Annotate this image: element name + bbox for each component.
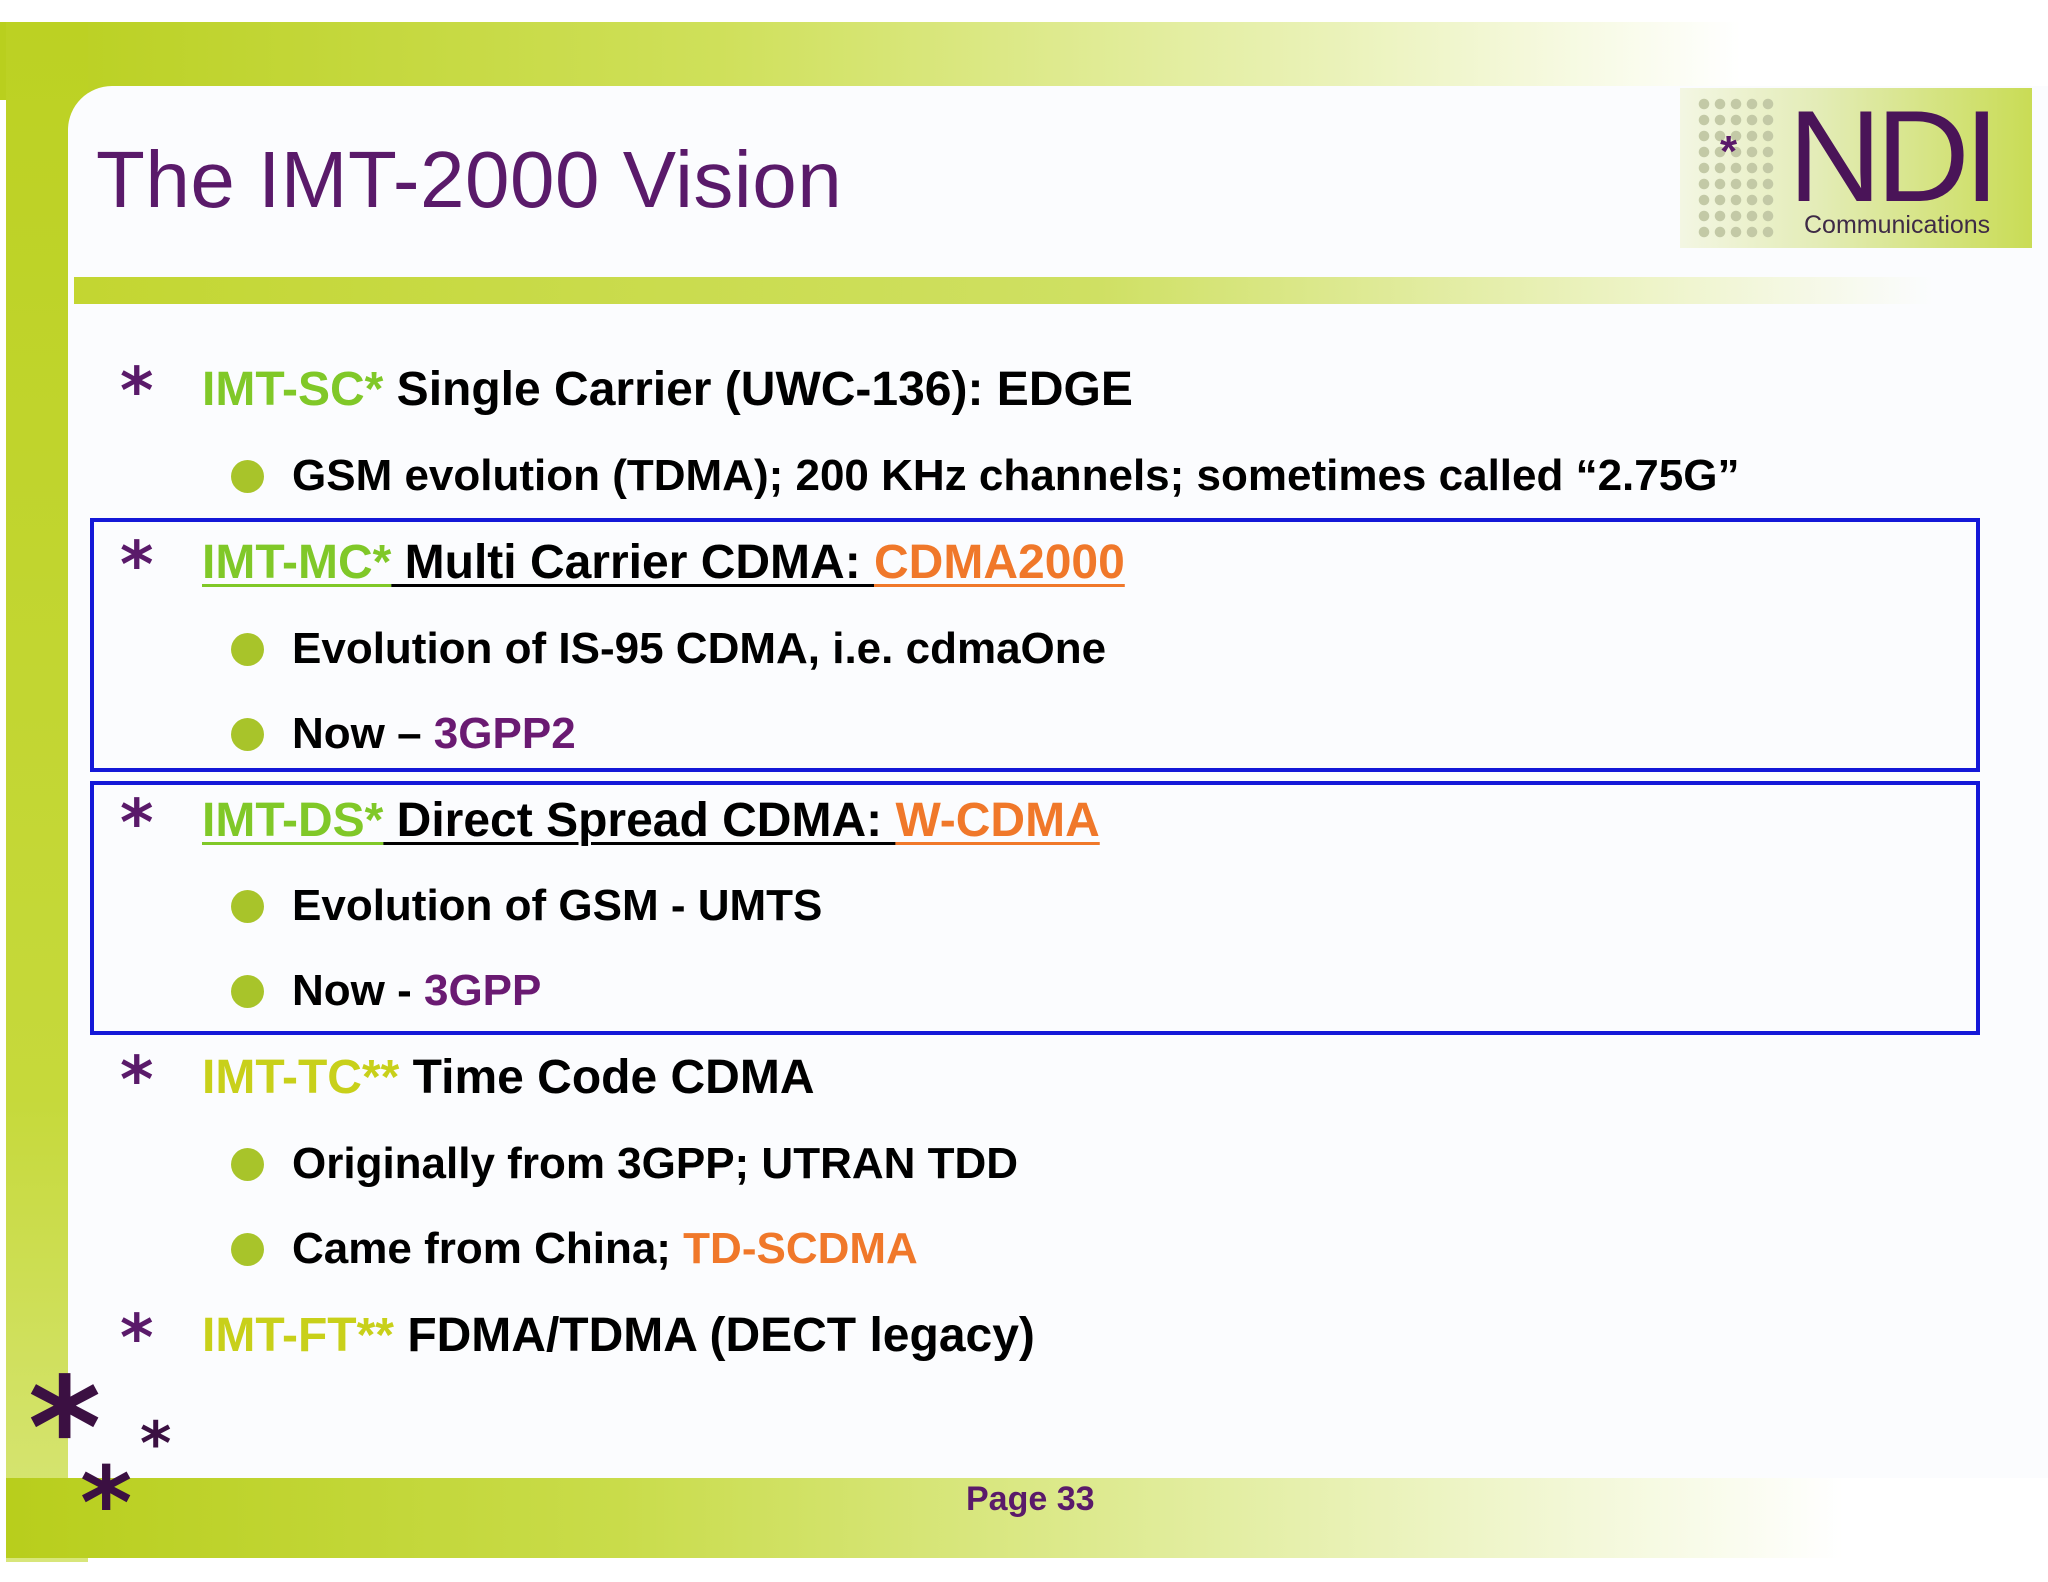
sub-bullet-dot-icon [231,718,264,751]
tech-tag: IMT-TC** [202,1051,400,1104]
sub-bullet: Now - 3GPP [292,965,541,1017]
corner-star-icon-small: * [140,1409,172,1479]
logo-brand: NDI [1788,83,2000,229]
logo-dot-grid [1696,96,1778,238]
tech-standard: W-CDMA [895,794,1100,847]
sub-bullet-text: Now – [292,709,434,758]
sub-bullet-dot-icon [231,890,264,923]
tech-tag: IMT-SC* [202,363,384,416]
frame-bottom-band [6,1478,2048,1558]
sub-bullet-accent: TD-SCDMA [683,1224,918,1273]
tech-description: Multi Carrier CDMA: [391,536,875,589]
bullet-imt-sc: IMT-SC* Single Carrier (UWC-136): EDGE [202,362,1133,418]
sub-bullet-accent: 3GPP2 [433,709,576,758]
tech-tag: IMT-MC* [202,536,392,589]
title-divider [74,277,1934,304]
sub-bullet-dot-icon [231,1148,264,1181]
sub-bullet: Came from China; TD-SCDMA [292,1223,918,1275]
sub-bullet-dot-icon [231,633,264,666]
sub-bullet-dot-icon [231,1233,264,1266]
bullet-star-icon: * [120,355,154,429]
sub-bullet-dot-icon [231,975,264,1008]
sub-bullet-text: GSM evolution (TDMA); 200 KHz channels; … [292,451,1740,500]
sub-bullet-text: Originally from 3GPP; UTRAN TDD [292,1139,1019,1188]
tech-description: Direct Spread CDMA: [383,794,896,847]
tech-tag: IMT-FT** [202,1309,394,1362]
bullet-imt-mc: IMT-MC* Multi Carrier CDMA: CDMA2000 [202,535,1125,591]
slide-title: The IMT-2000 Vision [96,135,843,224]
highlight-box-imt-mc [90,518,1980,772]
corner-star-icon-medium: * [80,1445,133,1562]
sub-bullet: GSM evolution (TDMA); 200 KHz channels; … [292,450,1739,502]
corner-star-icon-large: * [28,1348,102,1511]
sub-bullet: Evolution of GSM - UMTS [292,880,822,932]
sub-bullet: Evolution of IS-95 CDMA, i.e. cdmaOne [292,623,1106,675]
bullet-star-icon: * [120,1044,154,1118]
bullet-imt-ds: IMT-DS* Direct Spread CDMA: W-CDMA [202,793,1100,849]
sub-bullet: Now – 3GPP2 [292,708,576,760]
sub-bullet-dot-icon [231,460,264,493]
sub-bullet-accent: 3GPP [423,966,542,1015]
tech-tag: IMT-DS* [202,794,384,847]
sub-bullet: Originally from 3GPP; UTRAN TDD [292,1138,1018,1190]
bullet-imt-tc: IMT-TC** Time Code CDMA [202,1050,814,1106]
page-number: Page 33 [966,1480,1095,1518]
bullet-imt-ft: IMT-FT** FDMA/TDMA (DECT legacy) [202,1308,1035,1364]
bullet-star-icon: * [120,1302,154,1376]
sub-bullet-text: Now - [292,966,424,1015]
tech-standard: CDMA2000 [874,536,1125,589]
logo-star-icon: * [1720,127,1738,176]
tech-description: Single Carrier (UWC-136): EDGE [383,363,1133,416]
bullet-star-icon: * [120,787,154,861]
tech-description: FDMA/TDMA (DECT legacy) [393,1309,1035,1362]
bullet-star-icon: * [120,529,154,603]
sub-bullet-text: Evolution of IS-95 CDMA, i.e. cdmaOne [292,624,1107,673]
sub-bullet-text: Came from China; [292,1224,684,1273]
tech-description: Time Code CDMA [399,1051,815,1104]
logo-subtitle: Communications [1804,211,1991,239]
highlight-box-imt-ds [90,781,1980,1035]
sub-bullet-text: Evolution of GSM - UMTS [292,881,823,930]
ndi-logo: * NDI Communications [1680,83,2032,248]
